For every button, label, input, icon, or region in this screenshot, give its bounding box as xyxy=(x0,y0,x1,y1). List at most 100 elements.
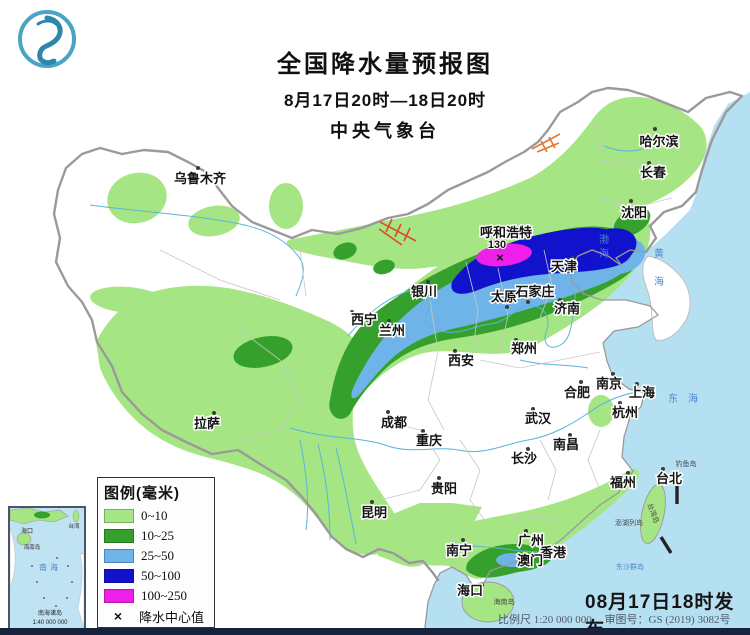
legend-swatch-50-100 xyxy=(104,569,134,583)
river-songhua xyxy=(603,135,669,152)
legend-row: 100~250 xyxy=(104,586,214,606)
sea-label-donghai: 东海 xyxy=(668,392,708,405)
precip-50-100-east-bulge xyxy=(583,228,637,266)
inset-label-taiwan: 台湾 xyxy=(68,522,80,530)
inset-label-hainan: 海南岛 xyxy=(24,543,41,551)
city-label-hangzhou: 杭州 xyxy=(612,405,638,420)
legend-label-25-50: 25~50 xyxy=(141,548,175,563)
precip-0-10-xinjiang-blob-1 xyxy=(107,172,167,224)
precip-25-50-band xyxy=(351,239,632,399)
taiwan-island xyxy=(640,484,666,544)
river-sw-2 xyxy=(317,443,331,541)
legend-box: 图例(毫米) 0~10 10~25 25~50 50~100 100~250 ×… xyxy=(97,477,215,628)
sea-label-huanghai: 黄海 xyxy=(652,247,664,304)
map-title: 全国降水量预报图 xyxy=(277,51,493,78)
city-label-xian: 西安 xyxy=(448,353,474,368)
center-marker-label: 降水中心值 xyxy=(139,609,205,625)
precip-center-marker: × xyxy=(496,250,504,265)
precip-25-50-guangdong-patch xyxy=(496,553,530,567)
city-label-hefei: 合肥 xyxy=(564,385,590,400)
city-label-nanjing: 南京 xyxy=(596,376,622,391)
city-label-harbin: 哈尔滨 xyxy=(639,134,678,149)
precip-0-10-xinjiang-blob-4 xyxy=(90,286,166,314)
city-label-changsha: 长沙 xyxy=(511,451,537,466)
city-label-chengdu: 成都 xyxy=(381,415,407,430)
island-label-diaoyu: 钓鱼岛 xyxy=(676,459,697,468)
precip-0-10-south-coast-band xyxy=(378,469,640,579)
river-pearl xyxy=(451,541,549,553)
city-label-lanzhou: 兰州 xyxy=(379,323,405,338)
bottom-bar xyxy=(0,628,750,635)
legend-swatch-25-50 xyxy=(104,549,134,563)
city-label-changchun: 长春 xyxy=(640,165,667,180)
precip-100-250-core xyxy=(476,243,532,267)
city-label-taipei: 台北 xyxy=(656,471,682,486)
island-label-hainandao: 海南岛 xyxy=(494,597,515,606)
city-label-fuzhou: 福州 xyxy=(609,475,636,490)
precip-0-10-xinjiang-blob-3 xyxy=(269,183,303,229)
river-sw-1 xyxy=(299,439,309,531)
front-symbol-north xyxy=(531,133,561,153)
city-label-hongkong: 香港 xyxy=(539,545,567,560)
city-label-haikou: 海口 xyxy=(457,583,483,598)
legend-row: 10~25 xyxy=(104,526,214,546)
city-label-zhengzhou: 郑州 xyxy=(511,341,537,356)
sea-area xyxy=(424,92,750,635)
precip-0-10-west-region xyxy=(96,285,400,555)
legend-swatch-100-250 xyxy=(104,589,134,603)
precip-0-10-hangzhou-patch xyxy=(588,395,614,427)
korea-landmass xyxy=(642,255,691,341)
city-label-shijiazhuang: 石家庄 xyxy=(514,284,554,299)
legend-swatch-10-25 xyxy=(104,529,134,543)
south-china-sea-inset: 海口 海南岛 台湾 南海 南海诸岛 1:40 000 000 xyxy=(8,506,86,632)
city-label-chongqing: 重庆 xyxy=(416,433,442,448)
inset-label-haikou: 海口 xyxy=(21,527,33,535)
precip-10-25-small-blob-2 xyxy=(373,259,395,275)
inset-label-islands: 南海诸岛 xyxy=(38,609,62,617)
city-label-xining: 西宁 xyxy=(351,312,377,327)
city-label-jinan: 济南 xyxy=(554,301,580,316)
city-label-wuhan: 武汉 xyxy=(525,411,552,426)
river-sw-3 xyxy=(335,447,357,545)
boundary-marker-south xyxy=(659,536,673,554)
hainan-island xyxy=(461,581,515,623)
city-label-yinchuan: 银川 xyxy=(411,284,437,299)
city-label-lhasa: 拉萨 xyxy=(194,416,220,431)
city-label-kunming: 昆明 xyxy=(361,505,387,520)
city-dots xyxy=(196,127,665,587)
city-label-guangzhou: 广州 xyxy=(518,533,544,548)
legend-row: 50~100 xyxy=(104,566,214,586)
center-marker-icon: × xyxy=(113,608,123,624)
city-label-shanghai: 上海 xyxy=(629,385,655,400)
legend-label-10-25: 10~25 xyxy=(141,528,175,543)
inset-label-sea: 南海 xyxy=(39,562,61,572)
city-label-urumqi: 乌鲁木齐 xyxy=(174,171,227,186)
cma-logo xyxy=(18,10,76,68)
island-label-penghu: 澎湖列岛 xyxy=(615,518,643,527)
legend-label-0-10: 0~10 xyxy=(141,508,168,523)
island-label-dongsha: 东沙群岛 xyxy=(616,562,644,571)
legend-row: 25~50 xyxy=(104,546,214,566)
precip-10-25-sichuan-blob xyxy=(233,336,293,368)
title-block: 全国降水量预报图 8月17日20时—18日20时 中央气象台 xyxy=(185,44,585,143)
city-label-nanchang: 南昌 xyxy=(553,437,579,452)
city-label-guiyang: 贵阳 xyxy=(431,481,457,496)
scale-note: 比例尺 1:20 000 000 xyxy=(498,614,592,626)
city-label-hohhot: 呼和浩特 xyxy=(480,225,532,240)
city-label-tianjin: 天津 xyxy=(551,259,577,274)
precip-0-10-xinjiang-blob-5 xyxy=(185,291,239,315)
province-boundaries xyxy=(159,121,673,523)
legend-swatch-0-10 xyxy=(104,509,134,523)
river-huai xyxy=(519,359,589,369)
precip-0-10-xinjiang-blob-2 xyxy=(188,205,240,237)
inset-scale: 1:40 000 000 xyxy=(32,620,68,626)
legend-row: 0~10 xyxy=(104,506,214,526)
sea-label-bohai: 渤海 xyxy=(597,233,609,262)
city-label-shenyang: 沈阳 xyxy=(621,205,647,220)
city-label-nanning: 南宁 xyxy=(446,543,472,558)
city-label-macau: 澳门 xyxy=(517,553,543,568)
legend-row-center-marker: × 降水中心值 xyxy=(104,606,214,626)
precip-10-25-small-blob-1 xyxy=(333,242,357,260)
